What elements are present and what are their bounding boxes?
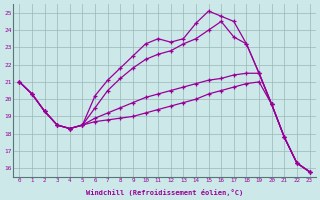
X-axis label: Windchill (Refroidissement éolien,°C): Windchill (Refroidissement éolien,°C) [86, 189, 243, 196]
